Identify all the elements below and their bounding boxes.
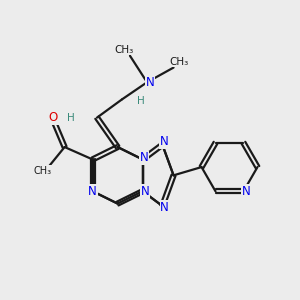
Text: CH₃: CH₃ bbox=[115, 45, 134, 55]
Text: CH₃: CH₃ bbox=[34, 166, 52, 176]
Text: N: N bbox=[160, 135, 168, 148]
Text: CH₃: CH₃ bbox=[170, 57, 189, 67]
Text: N: N bbox=[242, 185, 251, 198]
Text: N: N bbox=[146, 76, 154, 89]
Text: O: O bbox=[49, 111, 58, 124]
Text: N: N bbox=[140, 152, 148, 164]
Text: H: H bbox=[67, 113, 75, 123]
Text: N: N bbox=[88, 185, 97, 198]
Text: N: N bbox=[160, 201, 169, 214]
Text: N: N bbox=[141, 185, 149, 198]
Text: H: H bbox=[137, 95, 145, 106]
